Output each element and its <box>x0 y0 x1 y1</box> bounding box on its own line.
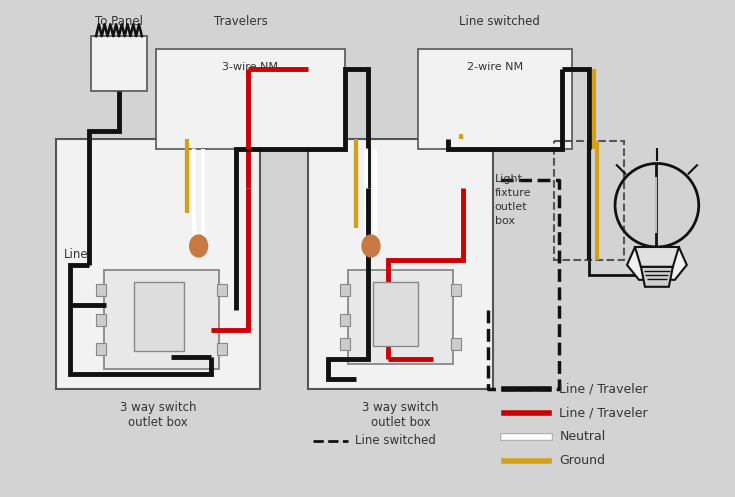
Bar <box>56 139 260 389</box>
Text: Neutral: Neutral <box>559 430 606 443</box>
Text: To Panel: To Panel <box>95 15 143 28</box>
Text: Travelers: Travelers <box>214 15 268 28</box>
Polygon shape <box>641 267 673 287</box>
Bar <box>156 49 345 149</box>
Text: 3 way switch
outlet box: 3 way switch outlet box <box>120 401 196 429</box>
Text: 3 way switch
outlet box: 3 way switch outlet box <box>362 401 439 429</box>
Bar <box>96 314 106 326</box>
Bar <box>217 284 226 296</box>
Bar <box>91 36 147 91</box>
Bar <box>340 284 350 296</box>
Bar <box>96 343 106 355</box>
Bar <box>451 338 461 350</box>
Polygon shape <box>627 247 686 280</box>
Bar <box>340 314 350 326</box>
Bar <box>373 282 417 346</box>
Bar <box>96 284 106 296</box>
Bar <box>348 270 453 364</box>
Ellipse shape <box>362 235 380 257</box>
Text: Ground: Ground <box>559 454 605 467</box>
Text: 3-wire NM: 3-wire NM <box>223 62 279 72</box>
Text: Line / Traveler: Line / Traveler <box>559 383 648 396</box>
Bar <box>340 338 350 350</box>
Text: 2-wire NM: 2-wire NM <box>467 62 523 72</box>
Ellipse shape <box>190 235 207 257</box>
Text: Line / Traveler: Line / Traveler <box>559 407 648 419</box>
Bar <box>417 49 573 149</box>
Bar <box>104 270 218 369</box>
Bar <box>554 141 624 260</box>
Text: Line switched: Line switched <box>355 434 436 447</box>
Bar <box>451 284 461 296</box>
Text: Light
fixture
outlet
box: Light fixture outlet box <box>495 174 531 226</box>
Bar <box>308 139 492 389</box>
Text: Line switched: Line switched <box>459 15 540 28</box>
Text: Line: Line <box>64 248 89 261</box>
Bar <box>134 282 184 351</box>
Bar <box>217 343 226 355</box>
Polygon shape <box>635 247 679 267</box>
